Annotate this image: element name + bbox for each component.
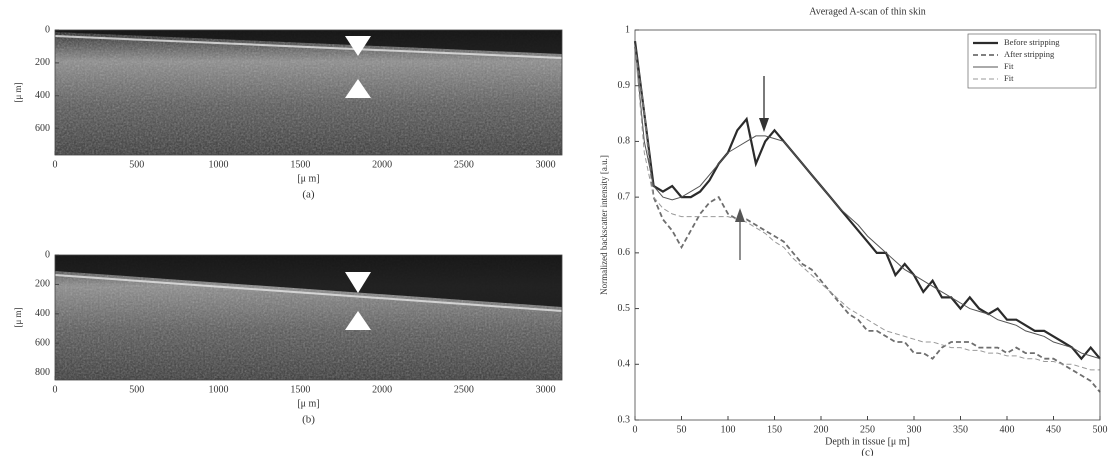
x-tick-label: 200 [814,424,829,435]
marker-triangle [345,272,371,293]
x-tick-label: 2000 [372,384,392,395]
y-tick-label: 0 [45,24,50,35]
series-line [634,46,1100,371]
arrow-head [759,118,769,132]
oct-surface [54,274,563,312]
x-tick-label: 3000 [536,384,556,395]
x-tick-label: 0 [53,159,58,170]
series-line [634,46,1101,360]
x-tick-label: 1000 [209,159,229,170]
x-tick-label: 1500 [290,159,310,170]
x-tick-label: 500 [129,159,144,170]
y-tick-label: 0.7 [618,191,631,202]
axes-frame [634,29,1101,421]
x-tick-label: 350 [953,424,968,435]
legend-label: Fit [1004,61,1014,71]
caption: (a) [302,189,315,201]
annotations [345,36,769,330]
oct-surface [54,35,563,59]
x-tick-label: 100 [721,424,736,435]
x-axis-label: [μ m] [297,398,319,409]
y-tick-label: 0.9 [618,80,631,91]
x-tick-label: 0 [633,424,638,435]
caption: (c) [861,447,874,456]
marker-triangle [345,79,371,98]
y-tick-label: 800 [35,367,50,378]
oct-air [55,255,562,307]
x-tick-label: 400 [1000,424,1015,435]
x-tick-label: 450 [1046,424,1061,435]
series-line [634,46,1101,393]
x-tick-label: 250 [860,424,875,435]
axes-frame [54,254,563,381]
x-tick-label: 500 [1093,424,1108,435]
y-axis-label: Normalized backscatter intensity [a.u.] [599,155,609,295]
y-tick-label: 400 [35,308,50,319]
y-tick-label: 1 [625,24,630,35]
marker-triangle [345,311,371,330]
x-tick-label: 3000 [536,159,556,170]
y-tick-label: 0 [45,249,50,260]
axes-frame [54,29,563,156]
x-tick-label: 300 [907,424,922,435]
x-tick-label: 2000 [372,159,392,170]
y-tick-label: 0.3 [618,414,631,425]
chart-title: Averaged A-scan of thin skin [809,6,925,17]
y-tick-label: 0.6 [618,247,631,258]
legend-label: After stripping [1004,49,1055,59]
y-tick-label: 200 [35,57,50,68]
y-tick-label: 0.5 [618,303,631,314]
x-tick-label: 50 [677,424,687,435]
x-axis-label: Depth in tissue [μ m] [825,436,910,447]
oct-speckle [55,30,562,155]
y-tick-label: 600 [35,123,50,134]
x-tick-label: 0 [53,384,58,395]
y-tick-label: 600 [35,338,50,349]
y-tick-label: 0.8 [618,136,631,147]
x-tick-label: 2500 [454,384,474,395]
y-axis-label: [μ m] [13,307,23,327]
caption: (b) [302,414,315,426]
x-tick-label: 500 [129,384,144,395]
y-axis-label: [μ m] [13,82,23,102]
legend-label: Fit [1004,73,1014,83]
x-tick-label: 150 [767,424,782,435]
x-tick-label: 2500 [454,159,474,170]
legend-label: Before stripping [1004,37,1060,47]
arrow-head [735,208,745,222]
x-tick-label: 1000 [209,384,229,395]
series-line [633,40,1101,361]
y-tick-label: 200 [35,279,50,290]
oct-air [55,30,562,54]
y-tick-label: 400 [35,90,50,101]
x-axis-label: [μ m] [297,173,319,184]
marker-triangle [345,36,371,56]
y-tick-label: 0.4 [618,359,631,370]
x-tick-label: 1500 [290,384,310,395]
